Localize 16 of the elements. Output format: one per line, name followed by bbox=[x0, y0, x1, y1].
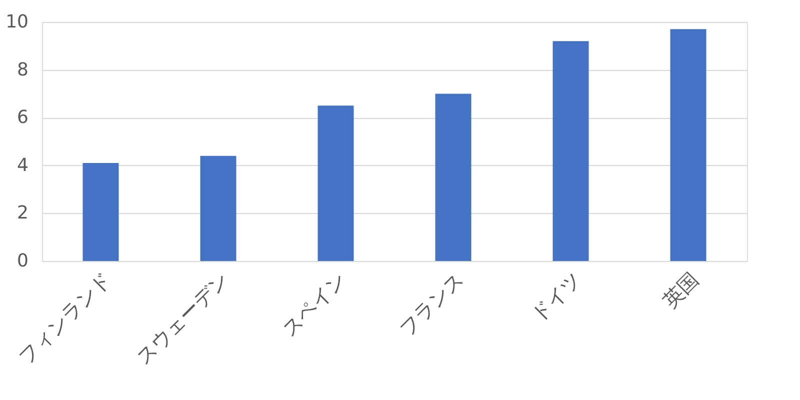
bar bbox=[435, 94, 472, 261]
bar bbox=[670, 29, 706, 261]
bar bbox=[318, 106, 354, 261]
bar bbox=[552, 41, 589, 261]
y-tick-label: 6 bbox=[17, 107, 28, 128]
x-tick-label: 英国 bbox=[658, 267, 704, 313]
x-tick-label: スペイン bbox=[277, 267, 351, 341]
y-tick-label: 4 bbox=[17, 154, 28, 176]
bar bbox=[200, 156, 236, 261]
y-tick-label: 10 bbox=[6, 12, 28, 32]
y-tick-label: 8 bbox=[17, 59, 28, 80]
x-tick-label: ドイツ bbox=[526, 267, 586, 327]
x-tick-label: スウェーデン bbox=[131, 267, 234, 370]
x-tick-label: フランス bbox=[394, 267, 468, 341]
y-tick-label: 2 bbox=[17, 202, 28, 224]
bar bbox=[82, 163, 119, 261]
